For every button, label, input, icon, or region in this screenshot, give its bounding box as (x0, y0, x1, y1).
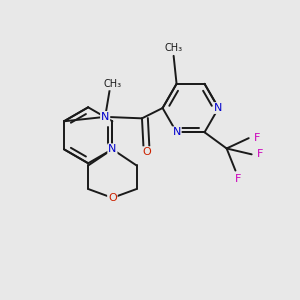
Text: N: N (172, 127, 181, 137)
Text: F: F (257, 149, 264, 159)
Text: F: F (235, 174, 242, 184)
Text: O: O (142, 147, 151, 157)
Text: N: N (108, 144, 117, 154)
Text: CH₃: CH₃ (103, 80, 122, 89)
Text: N: N (101, 112, 110, 122)
Text: O: O (108, 193, 117, 203)
Text: F: F (254, 133, 261, 143)
Text: CH₃: CH₃ (165, 43, 183, 52)
Text: N: N (214, 103, 223, 113)
